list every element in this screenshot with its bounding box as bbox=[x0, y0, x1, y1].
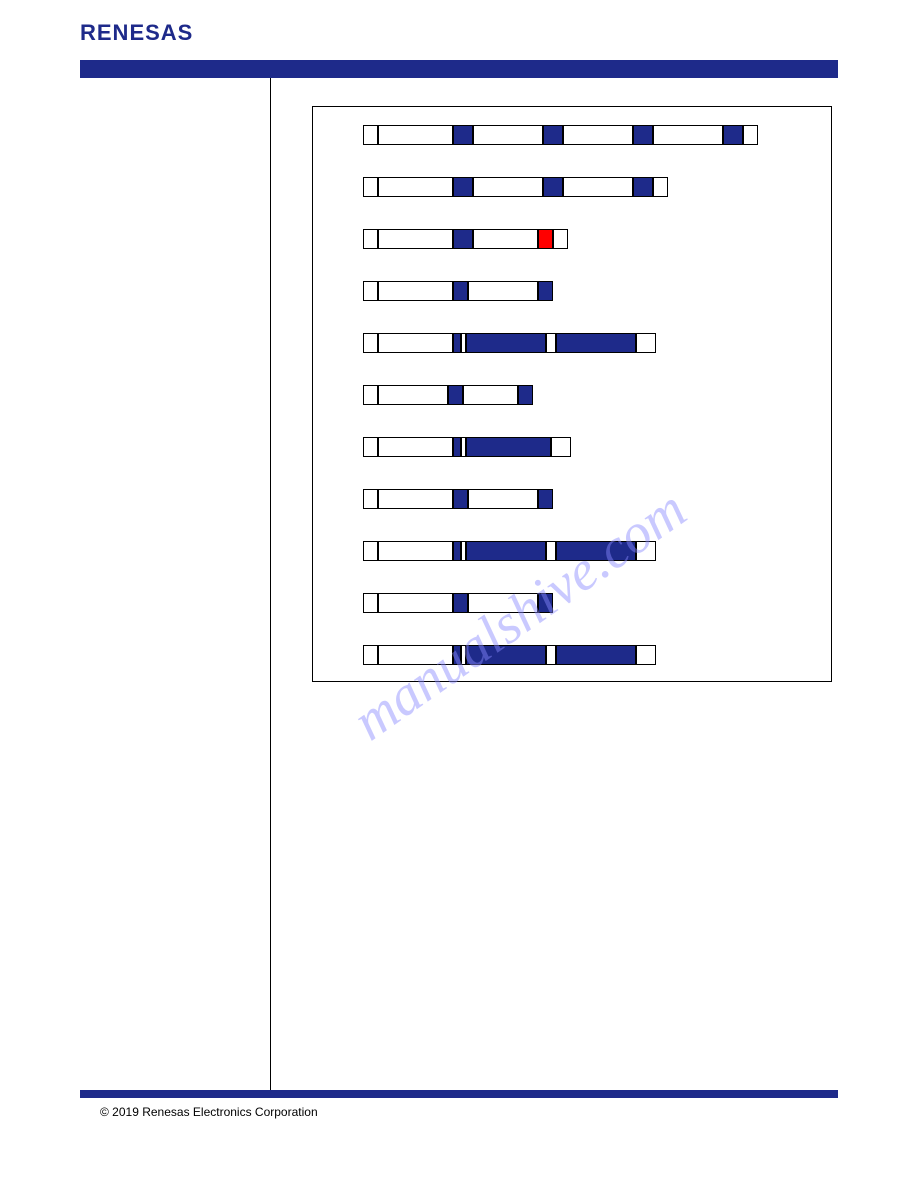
timing-segment bbox=[363, 593, 378, 613]
timing-segment bbox=[466, 333, 546, 353]
timing-segment bbox=[453, 333, 461, 353]
timing-segment bbox=[473, 177, 543, 197]
timing-diagram-box bbox=[312, 106, 832, 682]
timing-segment bbox=[556, 645, 636, 665]
timing-segment bbox=[378, 125, 453, 145]
timing-segment bbox=[363, 645, 378, 665]
timing-segment bbox=[466, 541, 546, 561]
timing-segment bbox=[378, 593, 453, 613]
timing-segment bbox=[633, 177, 653, 197]
timing-segment bbox=[453, 593, 468, 613]
timing-segment bbox=[363, 333, 378, 353]
timing-segment bbox=[473, 229, 538, 249]
timing-segment bbox=[466, 645, 546, 665]
timing-segment bbox=[473, 125, 543, 145]
timing-segment bbox=[538, 229, 553, 249]
timing-segment bbox=[378, 645, 453, 665]
timing-segment bbox=[378, 229, 453, 249]
timing-segment bbox=[363, 125, 378, 145]
timing-segment bbox=[556, 333, 636, 353]
timing-segment bbox=[378, 541, 453, 561]
timing-segment bbox=[743, 125, 758, 145]
timing-segment bbox=[468, 593, 538, 613]
timing-segment bbox=[653, 125, 723, 145]
timing-segment bbox=[543, 125, 563, 145]
timing-segment bbox=[468, 281, 538, 301]
timing-segment bbox=[363, 541, 378, 561]
timing-segment bbox=[363, 229, 378, 249]
timing-segment bbox=[453, 229, 473, 249]
timing-segment bbox=[453, 489, 468, 509]
timing-segment bbox=[378, 385, 448, 405]
timing-segment bbox=[636, 541, 656, 561]
timing-segment bbox=[546, 333, 556, 353]
timing-segment bbox=[453, 281, 468, 301]
timing-segment bbox=[551, 437, 571, 457]
timing-segment bbox=[378, 489, 453, 509]
timing-segment bbox=[538, 489, 553, 509]
timing-segment bbox=[538, 593, 553, 613]
timing-segment bbox=[363, 385, 378, 405]
timing-segment bbox=[363, 489, 378, 509]
timing-segment bbox=[653, 177, 668, 197]
footer-bar bbox=[80, 1090, 838, 1098]
timing-segment bbox=[636, 333, 656, 353]
timing-segment bbox=[518, 385, 533, 405]
timing-segment bbox=[538, 281, 553, 301]
timing-segment bbox=[636, 645, 656, 665]
timing-segment bbox=[556, 541, 636, 561]
timing-segment bbox=[723, 125, 743, 145]
timing-segment bbox=[448, 385, 463, 405]
vertical-divider bbox=[270, 78, 271, 1090]
timing-segment bbox=[378, 333, 453, 353]
timing-segment bbox=[453, 177, 473, 197]
timing-segment bbox=[363, 177, 378, 197]
copyright-text: © 2019 Renesas Electronics Corporation bbox=[100, 1105, 318, 1119]
timing-segment bbox=[553, 229, 568, 249]
timing-segment bbox=[453, 645, 461, 665]
timing-segment bbox=[466, 437, 551, 457]
timing-segment bbox=[453, 541, 461, 561]
timing-segment bbox=[378, 177, 453, 197]
timing-segment bbox=[463, 385, 518, 405]
page: RENESAS manualshive.com © 2019 Renesas E… bbox=[0, 0, 918, 1188]
header-bar bbox=[80, 60, 838, 78]
timing-segment bbox=[468, 489, 538, 509]
timing-segment bbox=[563, 177, 633, 197]
timing-segment bbox=[563, 125, 633, 145]
timing-segment bbox=[363, 281, 378, 301]
timing-segment bbox=[546, 645, 556, 665]
timing-segment bbox=[453, 125, 473, 145]
timing-segment bbox=[546, 541, 556, 561]
logo-text: RENESAS bbox=[80, 20, 193, 45]
timing-segment bbox=[378, 437, 453, 457]
timing-segment bbox=[543, 177, 563, 197]
header: RENESAS bbox=[80, 20, 838, 46]
timing-segment bbox=[633, 125, 653, 145]
timing-segment bbox=[453, 437, 461, 457]
timing-segment bbox=[378, 281, 453, 301]
timing-segment bbox=[363, 437, 378, 457]
